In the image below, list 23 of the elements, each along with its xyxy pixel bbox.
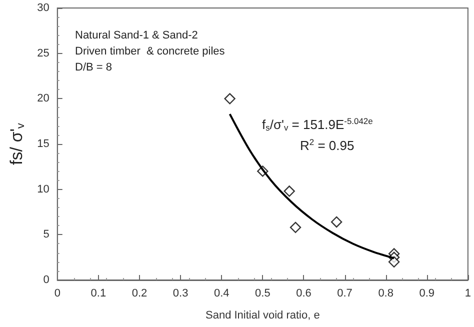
y-tick-label: 30 [37,2,50,14]
x-tick-label: 1 [464,288,472,300]
y-tick-label: 15 [37,138,50,150]
x-tick-label: 0.4 [214,288,230,300]
y-axis-title: fs/ σ'v [7,122,27,165]
y-tick-label: 10 [37,183,50,196]
y-tick-label: 20 [37,92,50,105]
x-tick-label: 0.3 [172,288,188,300]
annotation: Natural Sand-1 & Sand-2 [75,30,198,42]
y-tick-label: 5 [43,228,50,241]
annotation: Driven timber & concrete piles [75,46,226,58]
x-tick-label: 0.6 [296,288,312,300]
x-tick-label: 0.7 [337,288,352,300]
x-tick-label: 0.1 [90,288,106,300]
x-tick-label: 0.2 [132,288,148,300]
x-tick-label: 0.5 [255,288,270,300]
y-tick-label: 0 [43,274,50,286]
x-axis-title: Sand Initial void ratio, e [205,310,320,322]
x-tick-label: 0 [54,288,60,300]
x-tick-label: 0.9 [419,288,435,300]
annotation: D/B = 8 [75,62,112,74]
y-tick-label: 25 [37,47,50,60]
x-tick-label: 0.8 [378,288,394,300]
